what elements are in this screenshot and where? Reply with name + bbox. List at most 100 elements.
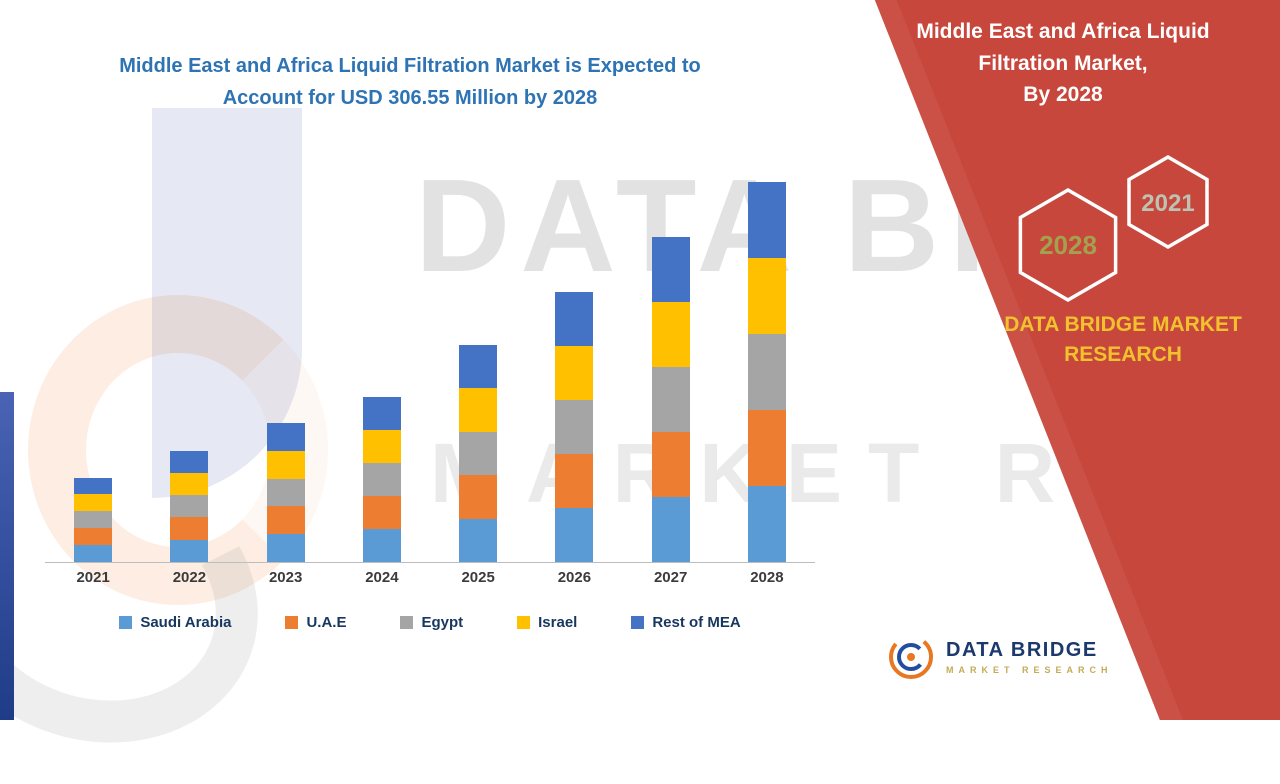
x-axis-label-2021: 2021 [76, 569, 110, 586]
stacked-bar-2028 [747, 182, 786, 562]
segment-rest-of-mea-2022 [170, 450, 209, 473]
bar-column-2024 [334, 178, 430, 562]
segment-egypt-2025 [459, 431, 498, 476]
segment-saudi-arabia-2028 [747, 486, 786, 562]
year-hexagons: 2028 2021 [1018, 154, 1209, 303]
databridge-logo-icon [889, 635, 933, 679]
segment-saudi-arabia-2025 [459, 518, 498, 562]
segment-rest-of-mea-2027 [651, 237, 690, 302]
segment-israel-2026 [555, 346, 594, 400]
segment-rest-of-mea-2025 [459, 345, 498, 389]
panel-brand-line2: RESEARCH [1064, 343, 1182, 367]
segment-israel-2022 [170, 472, 209, 496]
panel-title: Middle East and Africa Liquid Filtration… [888, 16, 1238, 111]
bar-column-2028 [719, 178, 815, 562]
segment-u-a-e-2023 [266, 506, 305, 535]
right-red-panel: Middle East and Africa Liquid Filtration… [818, 0, 1280, 720]
segment-u-a-e-2022 [170, 517, 209, 540]
chart-title-line2: Account for USD 306.55 Million by 2028 [222, 87, 598, 109]
segment-israel-2027 [651, 302, 690, 367]
legend-label-rest-of-mea: Rest of MEA [652, 614, 741, 631]
bar-column-2027 [623, 178, 719, 562]
x-axis-labels: 2021 2022 2023 2024 2025 2026 2027 2028 [45, 569, 815, 586]
segment-israel-2021 [74, 494, 113, 512]
segment-u-a-e-2024 [362, 496, 401, 529]
legend-item-saudi-arabia: Saudi Arabia [119, 614, 231, 631]
left-accent-stripe [0, 392, 14, 720]
stacked-bar-2022 [170, 450, 209, 562]
segment-saudi-arabia-2024 [362, 529, 401, 562]
bar-column-2025 [430, 178, 526, 562]
footer-brand-tagline: MARKET RESEARCH [946, 665, 1113, 675]
stacked-bar-2021 [74, 477, 113, 562]
panel-brand-text: DATA BRIDGE MARKET RESEARCH [978, 310, 1268, 371]
footer-logo-text: DATA BRIDGE MARKET RESEARCH [946, 639, 1113, 675]
hexagon-2021-label: 2021 [1141, 190, 1194, 217]
legend-swatch-saudi-arabia [119, 616, 133, 629]
panel-title-line3: By 2028 [1023, 83, 1103, 106]
segment-egypt-2022 [170, 495, 209, 518]
stacked-bar-2024 [362, 397, 401, 562]
segment-saudi-arabia-2023 [266, 534, 305, 562]
segment-israel-2025 [459, 388, 498, 432]
legend-swatch-u-a-e [285, 616, 299, 629]
segment-rest-of-mea-2021 [74, 477, 113, 495]
segment-israel-2028 [747, 258, 786, 334]
segment-rest-of-mea-2023 [266, 423, 305, 451]
x-axis-label-2028: 2028 [750, 569, 784, 586]
x-axis-label-2023: 2023 [268, 569, 303, 586]
legend-swatch-rest-of-mea [631, 616, 645, 629]
panel-brand-line1: DATA BRIDGE MARKET [1004, 313, 1242, 336]
legend-label-u-a-e: U.A.E [306, 614, 347, 631]
legend-swatch-israel [517, 616, 531, 629]
x-axis-label-2022: 2022 [172, 569, 207, 586]
chart-title: Middle East and Africa Liquid Filtration… [60, 50, 760, 114]
legend-item-egypt: Egypt [400, 614, 463, 631]
panel-title-line1: Middle East and Africa Liquid [916, 20, 1210, 43]
segment-egypt-2027 [651, 367, 690, 432]
chart-legend: Saudi Arabia U.A.E Egypt Israel Rest of MEA [40, 614, 820, 631]
segment-egypt-2021 [74, 511, 113, 529]
panel-title-line2: Filtration Market, [978, 51, 1148, 75]
legend-item-rest-of-mea: Rest of MEA [631, 614, 741, 631]
stacked-bar-plot [45, 178, 815, 563]
bar-column-2023 [238, 178, 334, 562]
stacked-bar-2025 [459, 345, 498, 562]
bar-column-2021 [45, 178, 141, 562]
segment-egypt-2024 [362, 463, 401, 496]
legend-item-israel: Israel [517, 614, 577, 631]
segment-u-a-e-2027 [651, 432, 690, 497]
segment-egypt-2028 [747, 334, 786, 410]
legend-label-saudi-arabia: Saudi Arabia [140, 614, 232, 631]
segment-rest-of-mea-2026 [555, 292, 594, 346]
x-axis-label-2024: 2024 [365, 569, 399, 586]
segment-u-a-e-2026 [555, 454, 594, 508]
bar-column-2022 [141, 178, 237, 562]
hexagon-2028-label: 2028 [1039, 230, 1097, 260]
segment-u-a-e-2028 [747, 410, 786, 486]
bar-column-2026 [526, 178, 622, 562]
segment-saudi-arabia-2026 [555, 508, 594, 562]
segment-u-a-e-2025 [459, 475, 498, 519]
stacked-bar-2027 [651, 237, 690, 562]
x-axis-label-2026: 2026 [557, 569, 592, 586]
hexagon-2028 [1018, 187, 1118, 303]
legend-label-israel: Israel [538, 614, 578, 631]
segment-saudi-arabia-2021 [74, 545, 113, 562]
legend-label-egypt: Egypt [421, 614, 464, 631]
chart-title-line1: Middle East and Africa Liquid Filtration… [119, 55, 701, 77]
footer-logo: DATA BRIDGE MARKET RESEARCH [888, 634, 1113, 680]
segment-rest-of-mea-2024 [362, 397, 401, 430]
stacked-bar-2023 [266, 423, 305, 562]
segment-israel-2023 [266, 450, 305, 479]
legend-swatch-egypt [400, 616, 414, 629]
footer-brand-name: DATA BRIDGE [946, 639, 1098, 661]
hexagon-2021 [1127, 154, 1209, 250]
segment-egypt-2026 [555, 400, 594, 454]
stacked-bar-2026 [555, 292, 594, 562]
segment-saudi-arabia-2027 [651, 497, 690, 562]
segment-israel-2024 [362, 430, 401, 463]
segment-rest-of-mea-2028 [747, 182, 786, 258]
segment-saudi-arabia-2022 [170, 539, 209, 562]
